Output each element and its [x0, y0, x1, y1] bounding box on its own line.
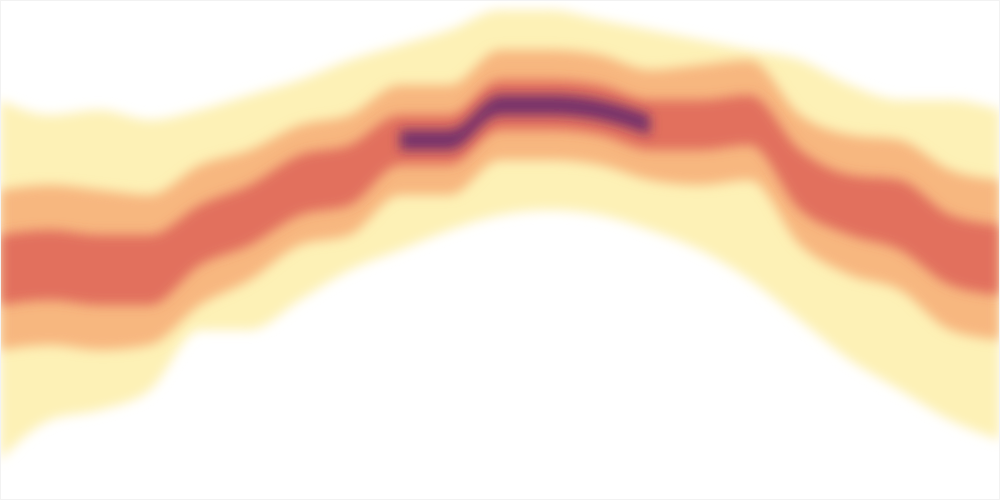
- density-band: [0, 80, 1000, 305]
- density-band: [0, 10, 1000, 460]
- density-band: [400, 95, 650, 150]
- density-band: [0, 50, 1000, 350]
- plot-area: [0, 10, 1000, 460]
- plot-frame: [1, 1, 1000, 500]
- chart: [0, 0, 1000, 500]
